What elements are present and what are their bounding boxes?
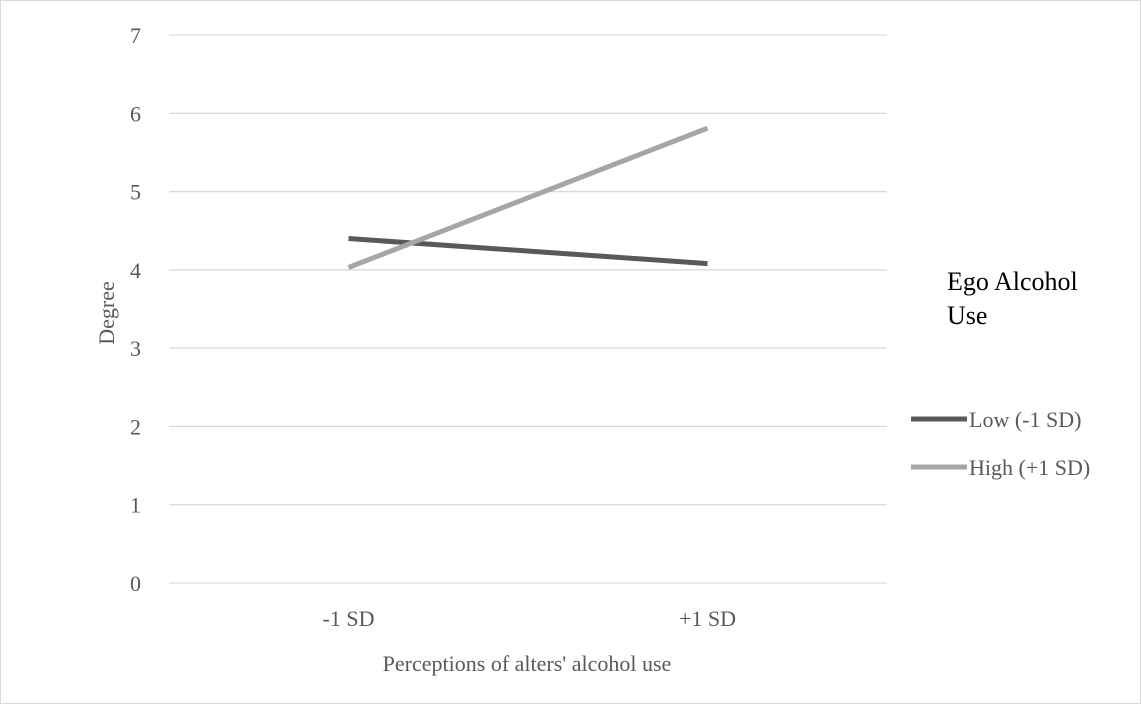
y-tick-label: 3 bbox=[130, 336, 141, 361]
series-line-low bbox=[348, 236, 708, 267]
y-tick-label: 2 bbox=[130, 414, 141, 439]
y-tick-label: 4 bbox=[130, 258, 141, 283]
x-tick-labels: -1 SD +1 SD bbox=[323, 606, 736, 631]
y-tick-labels: 0 1 2 3 4 5 6 7 bbox=[130, 23, 141, 596]
series-line-high bbox=[347, 125, 709, 270]
y-axis-title: Degree bbox=[94, 281, 119, 345]
legend-label: Low (-1 SD) bbox=[969, 407, 1081, 432]
legend-entries: Low (-1 SD) High (+1 SD) bbox=[911, 407, 1090, 480]
legend-label: High (+1 SD) bbox=[969, 455, 1090, 480]
x-tick-label: +1 SD bbox=[679, 606, 736, 631]
legend-title-line-1: Ego Alcohol bbox=[947, 267, 1078, 296]
legend-title-line-2: Use bbox=[947, 301, 987, 330]
series-lines bbox=[347, 125, 709, 270]
x-axis-title: Perceptions of alters' alcohol use bbox=[383, 651, 672, 676]
x-tick-label: -1 SD bbox=[323, 606, 375, 631]
legend: Ego Alcohol Use Low (-1 SD) High (+1 SD) bbox=[911, 267, 1090, 480]
gridlines bbox=[169, 34, 887, 584]
y-tick-label: 5 bbox=[130, 180, 141, 205]
y-tick-label: 1 bbox=[130, 493, 141, 518]
y-tick-label: 7 bbox=[130, 23, 141, 48]
y-tick-label: 0 bbox=[130, 571, 141, 596]
y-tick-label: 6 bbox=[130, 101, 141, 126]
